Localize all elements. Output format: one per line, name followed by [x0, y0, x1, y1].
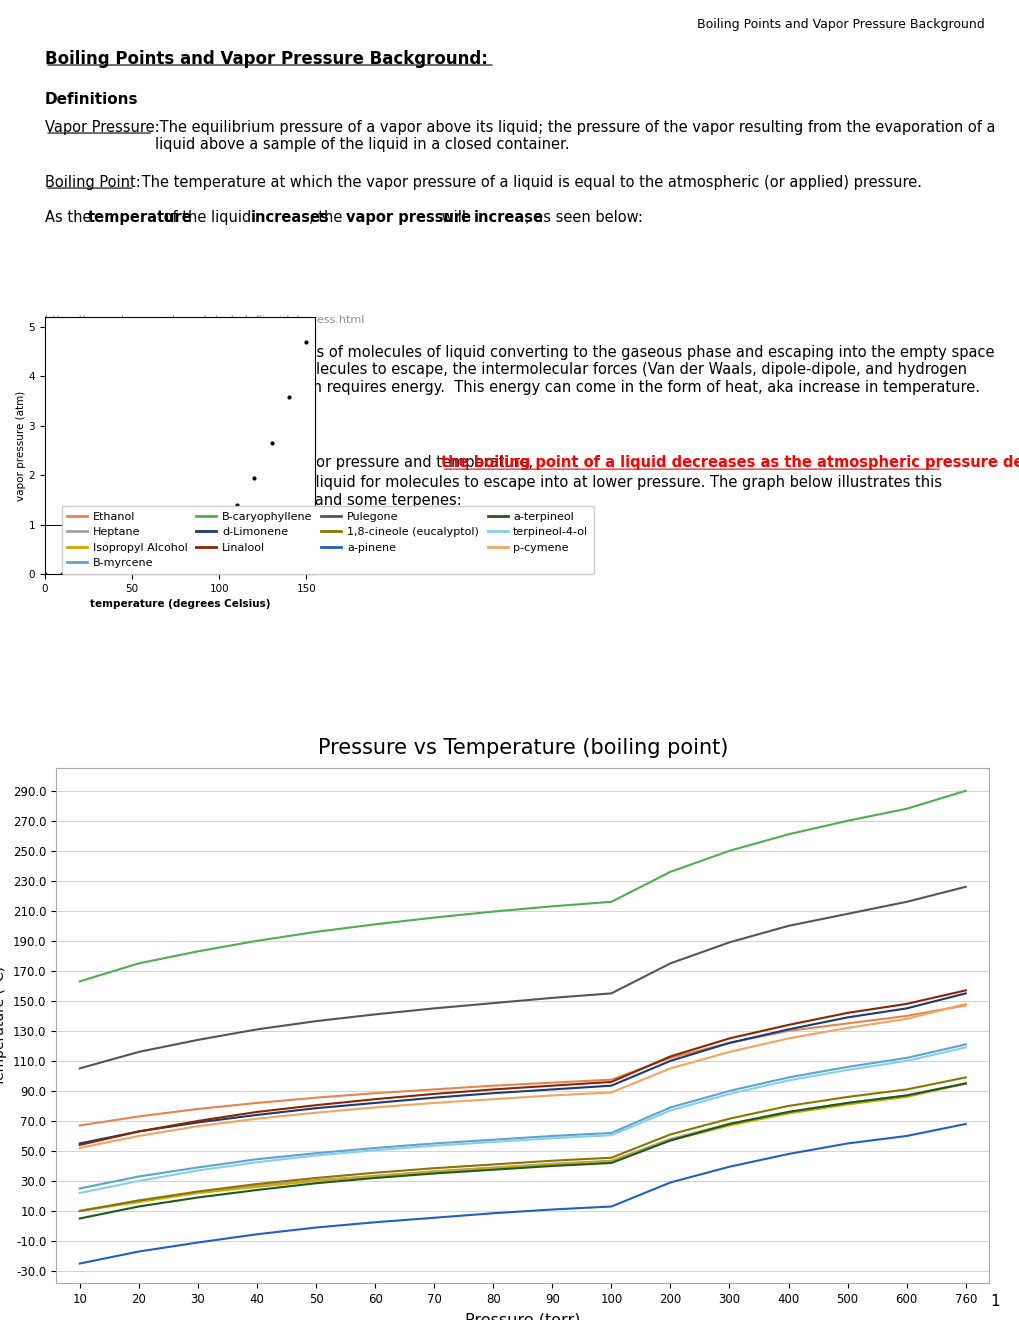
X-axis label: temperature (degrees Celsius): temperature (degrees Celsius)	[90, 599, 270, 610]
Title: Pressure vs Temperature (boiling point): Pressure vs Temperature (boiling point)	[317, 738, 728, 759]
Text: the boiling point of a liquid decreases as the atmospheric pressure decreases: the boiling point of a liquid decreases …	[441, 455, 1019, 470]
Text: vapor pressure: vapor pressure	[345, 210, 471, 224]
Text: temperature: temperature	[88, 210, 193, 224]
Text: since there is more room above the liquid for molecules to escape into at lower : since there is more room above the liqui…	[45, 475, 942, 507]
Text: of the liquid: of the liquid	[159, 210, 256, 224]
Text: The equilibrium pressure of a vapor above its liquid; the pressure of the vapor : The equilibrium pressure of a vapor abov…	[155, 120, 995, 152]
Text: Vapor Pressure:: Vapor Pressure:	[45, 120, 159, 135]
X-axis label: Pressure (torr): Pressure (torr)	[465, 1312, 580, 1320]
Text: , as seen below:: , as seen below:	[525, 210, 643, 224]
Text: 1: 1	[989, 1294, 999, 1309]
Text: will: will	[436, 210, 470, 224]
Text: Boiling Points and Vapor Pressure Background: Boiling Points and Vapor Pressure Backgr…	[697, 18, 984, 30]
Text: Due to this relationship between vapor pressure and temperature,: Due to this relationship between vapor p…	[45, 455, 537, 470]
Text: increase: increase	[473, 210, 543, 224]
Text: Vapor pressure is interpreted in terms of molecules of liquid converting to the : Vapor pressure is interpreted in terms o…	[45, 345, 994, 395]
Text: https://www.chem.purdue.edu/gchelp/liquids/vpress.html: https://www.chem.purdue.edu/gchelp/liqui…	[45, 315, 364, 325]
Text: The temperature at which the vapor pressure of a liquid is equal to the atmosphe: The temperature at which the vapor press…	[137, 176, 921, 190]
Text: As the: As the	[45, 210, 96, 224]
Y-axis label: vapor pressure (atm): vapor pressure (atm)	[15, 391, 25, 500]
Y-axis label: Temperature (°C): Temperature (°C)	[0, 965, 7, 1086]
Text: , the: , the	[309, 210, 346, 224]
Legend: Ethanol, Heptane, Isopropyl Alcohol, B-myrcene, B-caryophyllene, d-Limonene, Lin: Ethanol, Heptane, Isopropyl Alcohol, B-m…	[61, 506, 593, 574]
Text: Boiling Point:: Boiling Point:	[45, 176, 141, 190]
Text: Boiling Points and Vapor Pressure Background:: Boiling Points and Vapor Pressure Backgr…	[45, 50, 487, 69]
Text: Definitions: Definitions	[45, 92, 139, 107]
Text: increases: increases	[251, 210, 329, 224]
